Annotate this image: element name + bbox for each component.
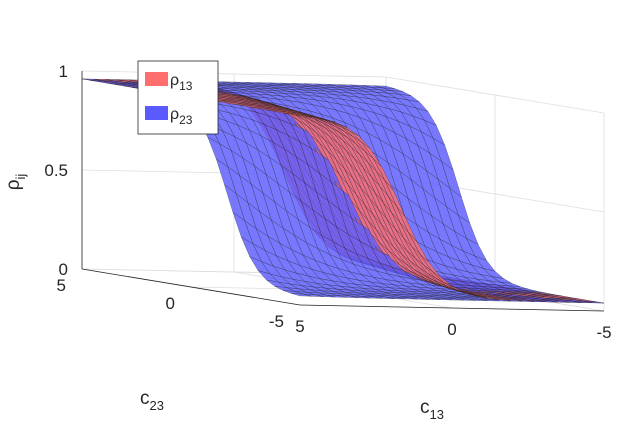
z-tick-label: 0 (59, 260, 68, 279)
legend-label-rho23: ρ23 (170, 106, 193, 127)
surface-patch-rho23 (291, 293, 312, 297)
y-tick-label: 0 (166, 294, 175, 313)
y-axis-label: c23 (140, 388, 164, 413)
legend-swatch-rho23 (145, 106, 168, 120)
surfaces (81, 78, 605, 304)
legend-swatch-rho13 (145, 72, 168, 86)
y-tick-label: 5 (57, 276, 66, 295)
y-tick-label: -5 (269, 312, 284, 331)
z-axis-label: ρij (3, 174, 28, 191)
x-axis-label: c13 (420, 397, 444, 422)
surface-patch-rho13 (431, 270, 453, 287)
x-tick-label: -5 (596, 323, 611, 342)
x-tick-label: 5 (295, 317, 304, 336)
x-tick-label: 0 (447, 320, 456, 339)
surface-patch-rho13 (291, 114, 312, 118)
legend-label-rho13: ρ13 (170, 72, 193, 93)
legend: ρ13 ρ23 (137, 60, 219, 135)
z-tick-label: 0.5 (44, 161, 68, 180)
z-tick-label: 1 (59, 62, 68, 81)
